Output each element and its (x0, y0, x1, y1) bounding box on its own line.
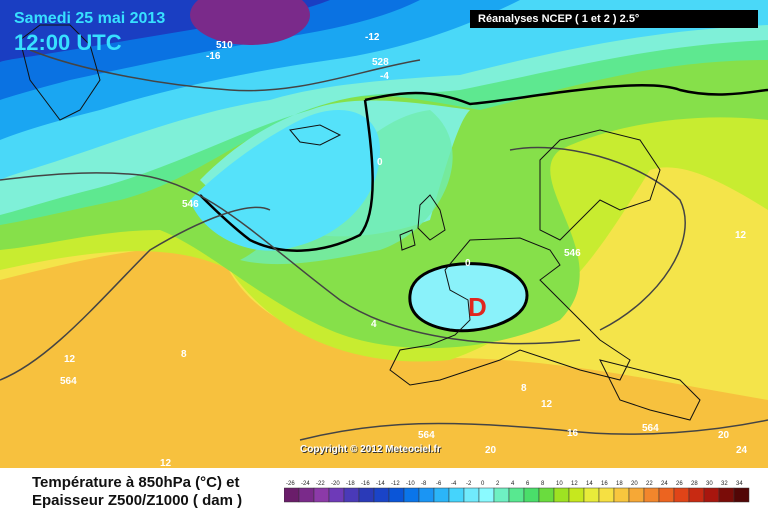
legend-swatch (313, 487, 330, 503)
legend-swatch (493, 487, 510, 503)
isotherm-label: 20 (718, 430, 730, 441)
legend-tick-label: -12 (391, 481, 400, 487)
legend-tick-label: -22 (316, 481, 325, 487)
legend-swatch (733, 487, 750, 503)
legend-tick-label: 6 (526, 481, 530, 487)
isotherm-label: 24 (736, 445, 748, 456)
low-pressure-marker: D (468, 292, 487, 322)
legend-tick-label: -2 (466, 481, 472, 487)
isotherm-label: 20 (485, 445, 497, 456)
isotherm-label: 12 (64, 354, 76, 365)
legend-tick-label: -10 (406, 481, 415, 487)
thickness-label: 510 (216, 40, 233, 51)
legend-swatch (613, 487, 630, 503)
legend-swatch (703, 487, 720, 503)
chart-title-line2: Epaisseur Z500/Z1000 ( dam ) (32, 492, 243, 509)
isotherm-label: -4 (380, 71, 389, 82)
isotherm-label: -12 (365, 32, 380, 43)
isotherm-label: 0 (377, 157, 383, 168)
legend-tick-label: 4 (511, 481, 515, 487)
thickness-label: 546 (182, 199, 199, 210)
legend-tick-label: 0 (481, 481, 485, 487)
isotherm-label: 8 (181, 349, 187, 360)
legend-tick-label: 12 (571, 481, 578, 487)
legend-tick-label: -14 (376, 481, 385, 487)
legend-tick-label: 26 (676, 481, 683, 487)
legend-swatch (418, 487, 435, 503)
color-scale-legend: -26 -24 -22 -20 -18 -16 -14 -12 -10 -8 -6 -4 -2 0 2 4 6 8… (284, 481, 750, 503)
legend-tick-label: 32 (721, 481, 728, 487)
legend-swatch (598, 487, 615, 503)
legend-swatch (448, 487, 465, 503)
legend-tick-label: -16 (361, 481, 370, 487)
isotherm-label: 12 (541, 399, 553, 410)
legend-swatch (508, 487, 525, 503)
legend-swatch (688, 487, 705, 503)
legend-swatch (628, 487, 645, 503)
legend-tick-label: 16 (601, 481, 608, 487)
legend-tick-label: 22 (646, 481, 653, 487)
legend-swatch (673, 487, 690, 503)
isotherm-label: 12 (735, 230, 747, 241)
isotherm-label: 12 (160, 458, 172, 468)
legend-swatch (643, 487, 660, 503)
chart-title-line1: Température à 850hPa (°C) et (32, 474, 240, 491)
legend-swatch (358, 487, 375, 503)
copyright-notice: Copyright © 2012 Meteociel.fr (300, 444, 441, 455)
legend-tick-label: -4 (451, 481, 457, 487)
thickness-label: 546 (564, 248, 581, 259)
legend-tick-label: 8 (541, 481, 545, 487)
legend-swatch (718, 487, 735, 503)
legend-tick-label: -6 (436, 481, 442, 487)
legend-tick-label: -18 (346, 481, 355, 487)
isotherm-label: 4 (371, 319, 377, 330)
legend-tick-label: 10 (556, 481, 563, 487)
legend-swatch (328, 487, 345, 503)
legend-swatch (523, 487, 540, 503)
legend-tick-label: -26 (286, 481, 295, 487)
legend-tick-label: 14 (586, 481, 593, 487)
legend-swatch (284, 487, 300, 503)
legend-swatch (538, 487, 555, 503)
legend-swatch (433, 487, 450, 503)
legend-tick-label: 34 (736, 481, 743, 487)
legend-tick-label: -24 (301, 481, 310, 487)
legend-swatch (463, 487, 480, 503)
legend-swatch (388, 487, 405, 503)
temperature-map: D -16 -12 -4 0 0 4 8 8 12 12 12 16 20 20… (0, 0, 768, 468)
legend-tick-label: 24 (661, 481, 668, 487)
map-date: Samedi 25 mai 2013 (14, 10, 166, 27)
legend-tick-label: 28 (691, 481, 698, 487)
legend-tick-label: -20 (331, 481, 340, 487)
isotherm-label: 0 (465, 258, 471, 269)
legend-tick-label: 20 (631, 481, 638, 487)
isotherm-label: 8 (521, 383, 527, 394)
legend-tick-label: 18 (616, 481, 623, 487)
legend-tick-label: 30 (706, 481, 713, 487)
legend-swatch (658, 487, 675, 503)
map-time: 12:00 UTC (14, 30, 122, 55)
legend-tick-label: -8 (421, 481, 427, 487)
thickness-label: 564 (418, 430, 435, 441)
legend-swatch (478, 487, 495, 503)
legend-swatch (403, 487, 420, 503)
legend-swatch (553, 487, 570, 503)
legend-swatch (373, 487, 390, 503)
temperature-contour-labels: -16 -12 -4 0 0 4 8 8 12 12 12 16 20 20 2… (64, 32, 748, 468)
legend-swatch (583, 487, 600, 503)
legend-swatch (298, 487, 315, 503)
legend-tick-label: 2 (496, 481, 500, 487)
isotherm-label: -16 (206, 51, 221, 62)
legend-swatch (343, 487, 360, 503)
thickness-label: 564 (642, 423, 659, 434)
thickness-label: 564 (60, 376, 77, 387)
legend-swatch (568, 487, 585, 503)
isotherm-label: 16 (567, 428, 579, 439)
thickness-contour-labels: 510 528 546 546 564 564 564 (60, 40, 659, 441)
thickness-label: 528 (372, 57, 389, 68)
data-source-label: Réanalyses NCEP ( 1 et 2 ) 2.5° (470, 10, 758, 28)
